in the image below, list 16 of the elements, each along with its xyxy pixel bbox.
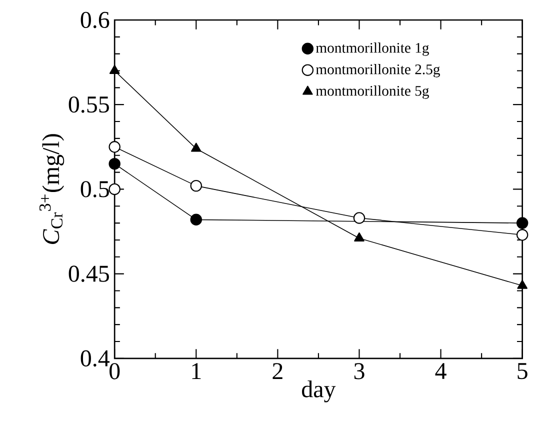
y-tick-label: 0.45	[68, 266, 109, 282]
x-tick-label: 2	[272, 363, 282, 380]
y-tick-label: 0.4	[80, 350, 110, 367]
y-axis-title: C$_{Cr}$$^{3+}$(mg/l)	[39, 134, 64, 244]
legend-label: montmorillonite 5g	[316, 86, 429, 99]
x-tick-label: 4	[435, 363, 446, 380]
y-tick-label: 0.5	[80, 181, 109, 198]
x-axis-title: day	[302, 380, 336, 402]
legend-label: montmorillonite 2.5g	[316, 64, 440, 78]
x-tick-label: 3	[354, 363, 364, 380]
x-tick-label: 5	[518, 363, 528, 380]
y-tick-label: 0.55	[68, 96, 109, 113]
x-tick-label: 0	[110, 363, 120, 380]
y-tick-label: 0.6	[80, 12, 110, 28]
legend-label: montmorillonite 1g	[316, 42, 429, 56]
x-tick-label: 1	[192, 363, 201, 380]
